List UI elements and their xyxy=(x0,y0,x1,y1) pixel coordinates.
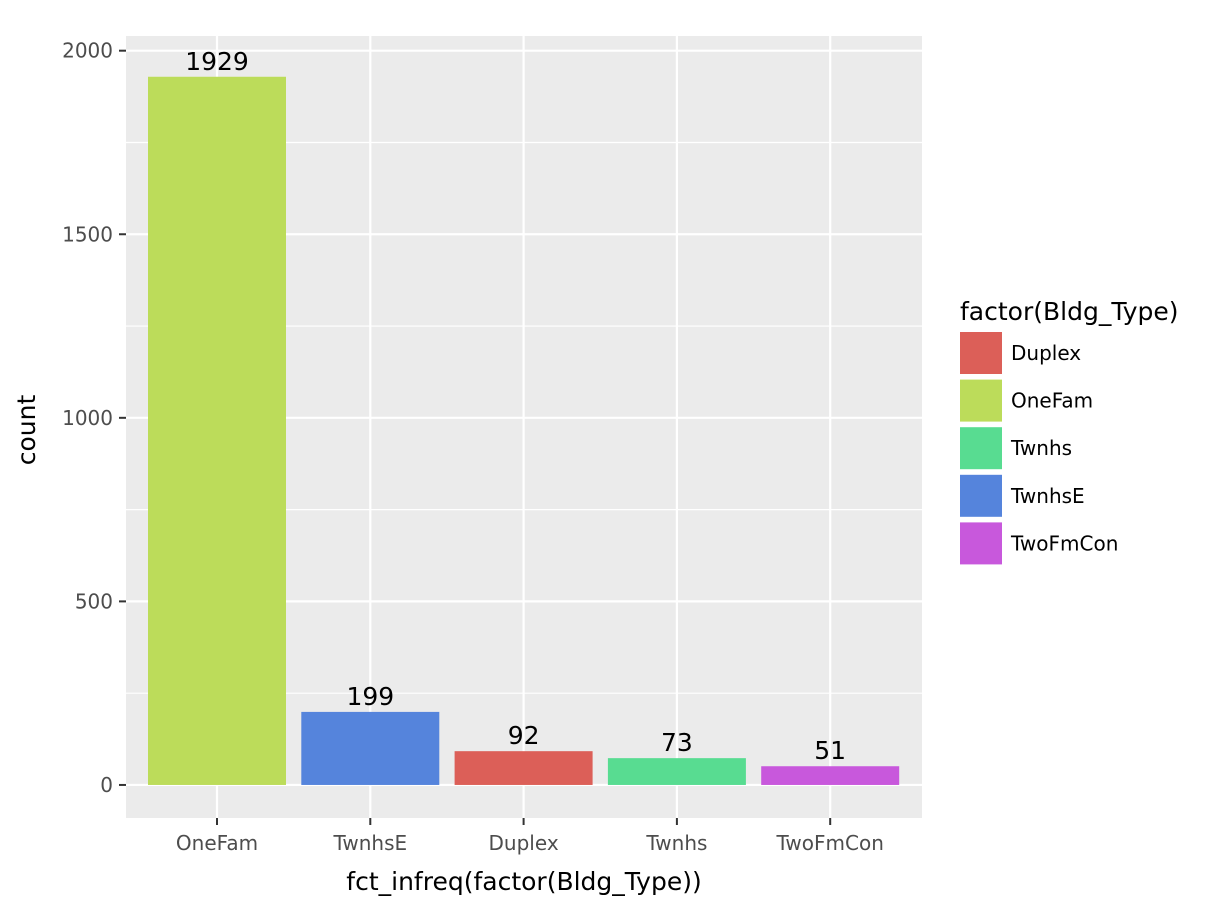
bar-twofmcon xyxy=(761,766,900,785)
legend-key-duplex xyxy=(960,332,1002,374)
legend-label-onefam: OneFam xyxy=(1011,389,1093,413)
legend-label-duplex: Duplex xyxy=(1011,341,1081,365)
y-tick-label: 500 xyxy=(75,589,113,613)
legend-label-twnhse: TwnhsE xyxy=(1010,484,1085,508)
data-label-twnhs: 73 xyxy=(661,728,693,757)
bars xyxy=(148,76,900,785)
x-tick-label: OneFam xyxy=(176,831,258,855)
bar-twnhse xyxy=(301,711,440,785)
y-axis-title: count xyxy=(12,395,41,466)
y-tick-label: 1000 xyxy=(62,406,113,430)
legend-key-twnhs xyxy=(960,427,1002,470)
data-label-duplex: 92 xyxy=(508,721,540,750)
legend-label-twofmcon: TwoFmCon xyxy=(1010,531,1118,555)
bar-labels: 1929 199 92 73 51 xyxy=(185,47,846,765)
y-tick-label: 1500 xyxy=(62,222,113,246)
x-tick-label: TwoFmCon xyxy=(776,831,884,855)
legend: factor(Bldg_Type) Duplex OneFam Twnhs Twnhs… xyxy=(960,297,1179,565)
data-label-onefam: 1929 xyxy=(185,47,249,76)
bar-twnhs xyxy=(607,758,746,785)
legend-key-twnhse xyxy=(960,474,1002,517)
bar-duplex xyxy=(454,751,593,785)
data-label-twnhse: 199 xyxy=(346,682,394,711)
data-label-twofmcon: 51 xyxy=(814,736,846,765)
x-axis-title: fct_infreq(factor(Bldg_Type)) xyxy=(346,867,701,896)
x-axis: OneFam TwnhsE Duplex Twnhs TwoFmCon xyxy=(176,818,884,855)
x-tick-label: Duplex xyxy=(489,831,559,855)
legend-key-onefam xyxy=(960,379,1002,422)
y-axis: 0 500 1000 1500 2000 xyxy=(62,39,126,797)
x-tick-label: TwnhsE xyxy=(332,831,407,855)
legend-title: factor(Bldg_Type) xyxy=(960,297,1179,326)
y-tick-label: 0 xyxy=(100,773,113,797)
x-tick-label: Twnhs xyxy=(645,831,707,855)
y-tick-label: 2000 xyxy=(62,39,113,63)
legend-label-twnhs: Twnhs xyxy=(1010,436,1072,460)
legend-key-twofmcon xyxy=(960,522,1002,565)
bar-onefam xyxy=(148,76,286,785)
